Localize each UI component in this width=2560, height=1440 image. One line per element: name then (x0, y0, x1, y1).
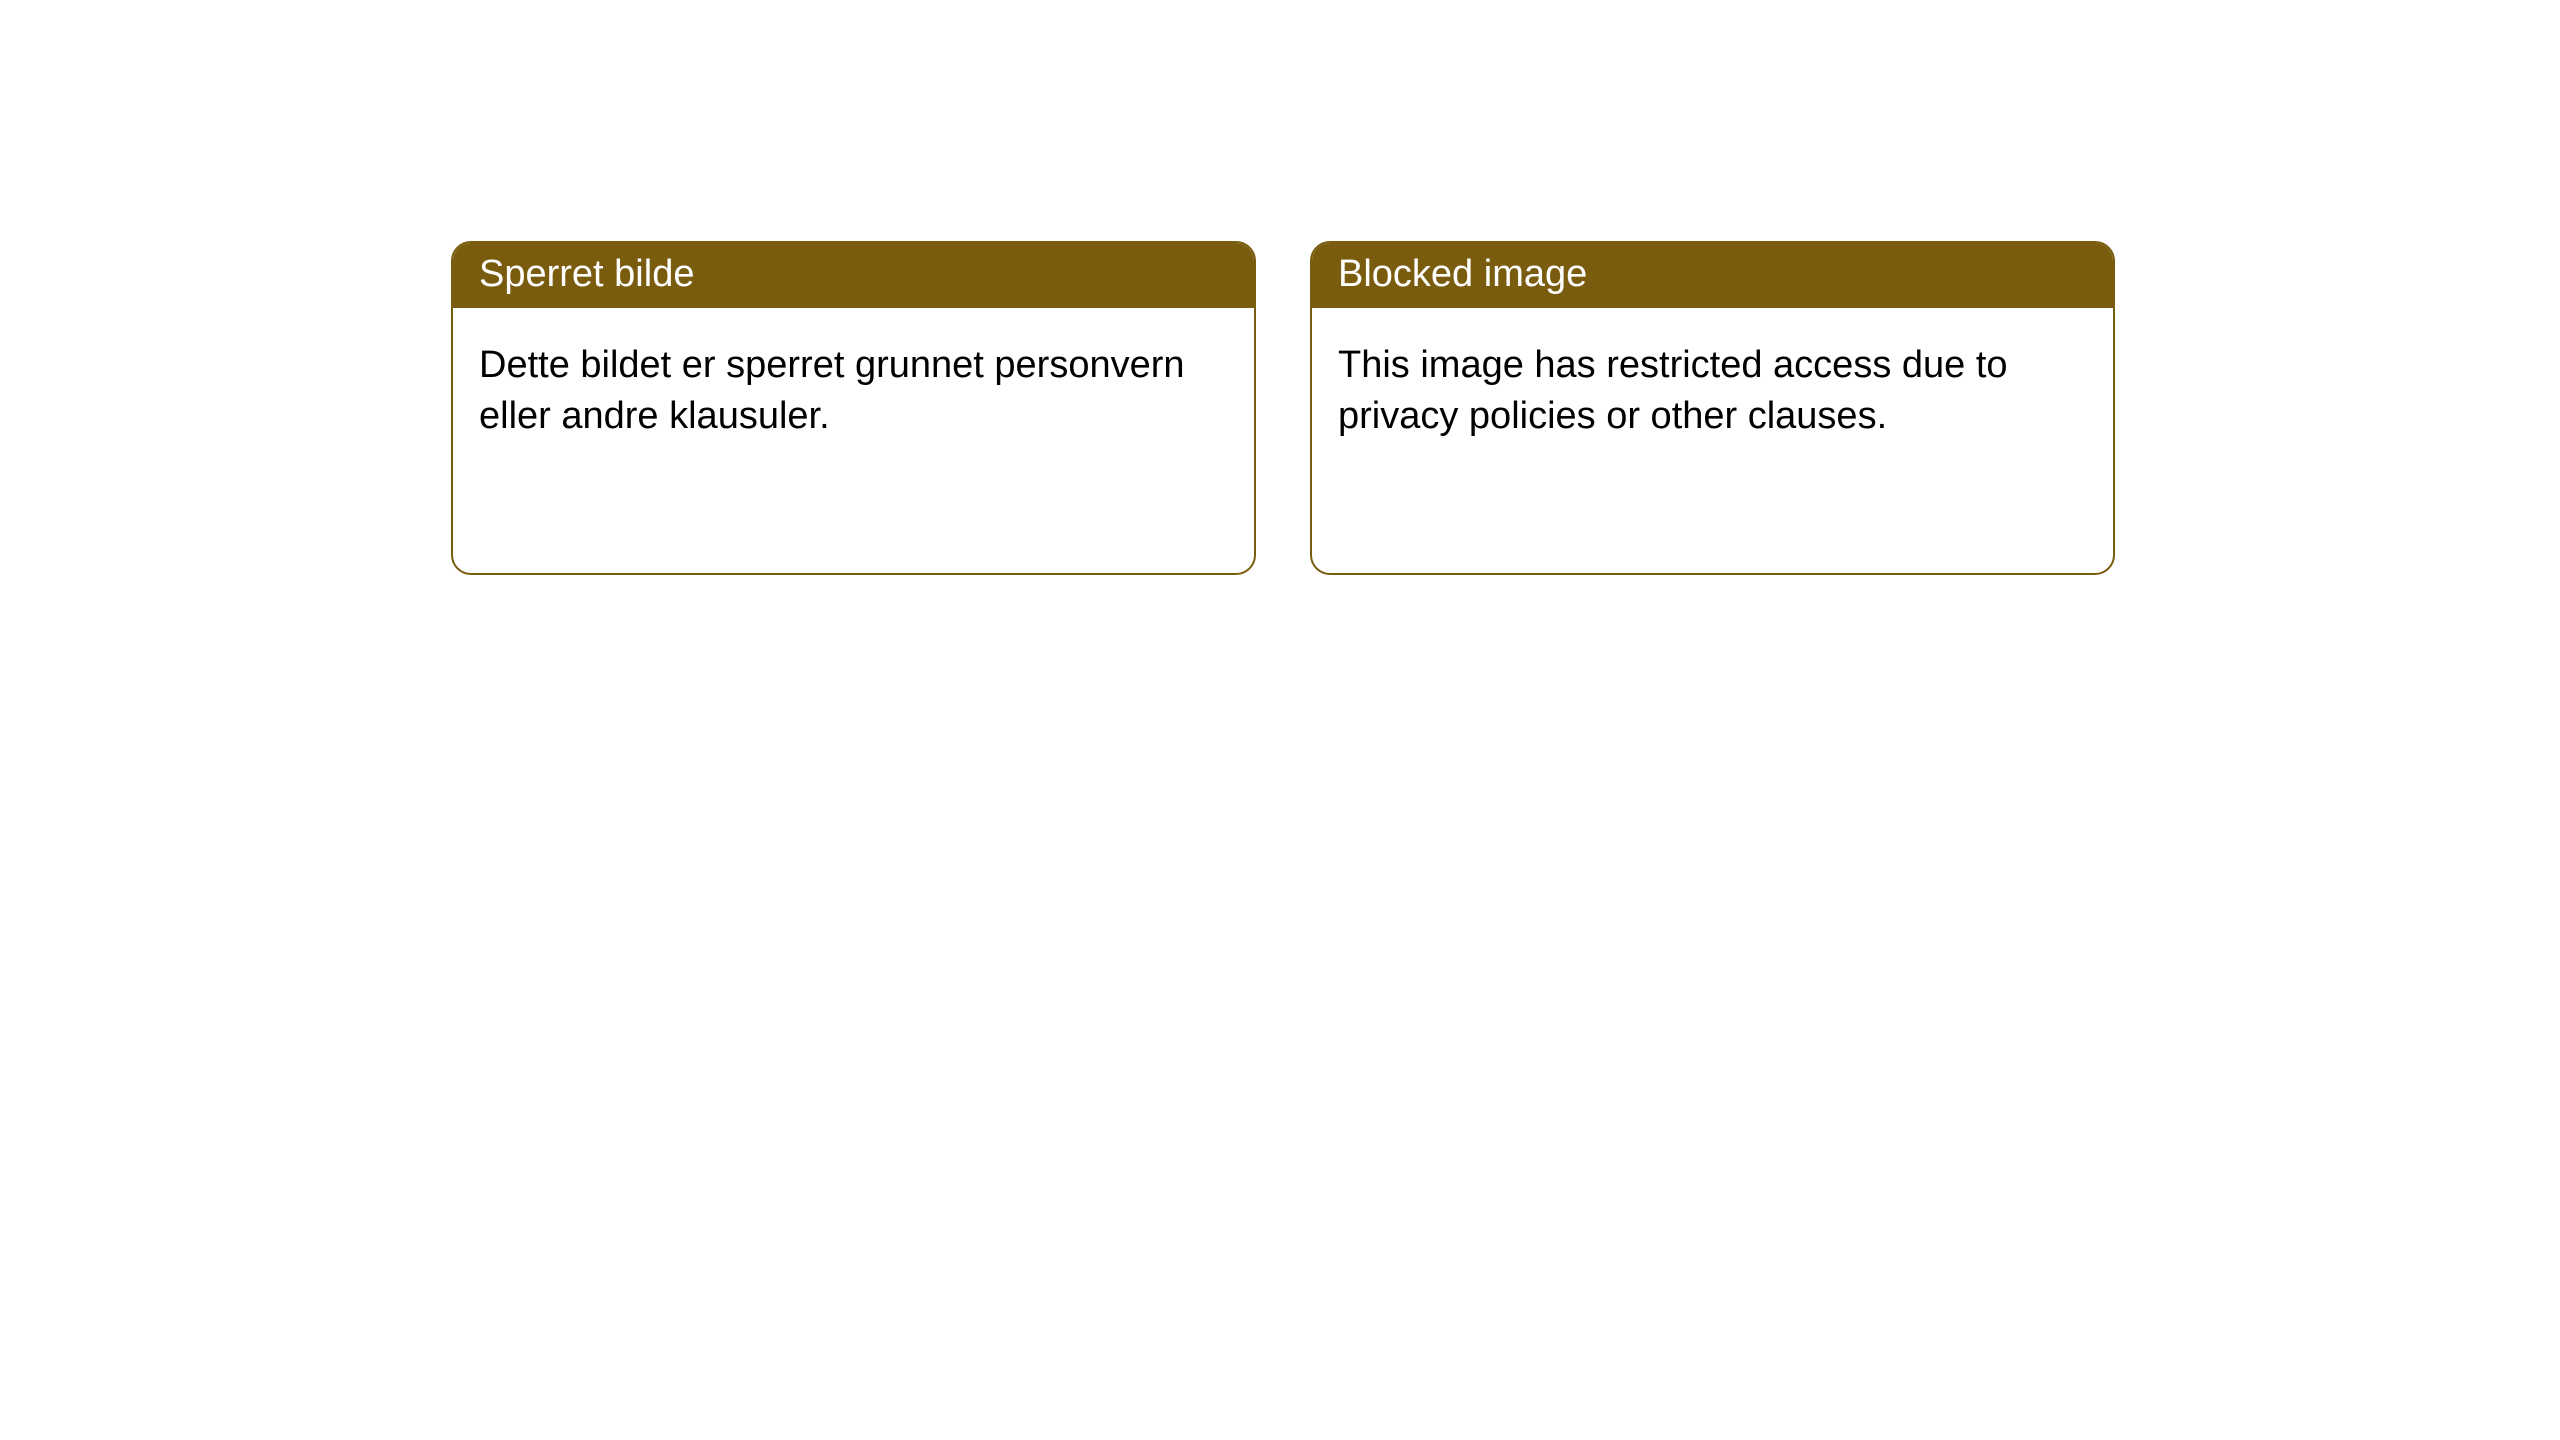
notice-card-english: Blocked image This image has restricted … (1310, 241, 2115, 575)
notice-container: Sperret bilde Dette bildet er sperret gr… (0, 0, 2560, 575)
notice-card-title: Sperret bilde (479, 253, 694, 295)
notice-card-header: Sperret bilde (453, 243, 1254, 308)
notice-card-header: Blocked image (1312, 243, 2113, 308)
notice-card-body-text: This image has restricted access due to … (1338, 344, 2008, 437)
notice-card-body: This image has restricted access due to … (1312, 308, 2113, 475)
notice-card-body-text: Dette bildet er sperret grunnet personve… (479, 344, 1185, 437)
notice-card-title: Blocked image (1338, 253, 1587, 295)
notice-card-body: Dette bildet er sperret grunnet personve… (453, 308, 1254, 475)
notice-card-norwegian: Sperret bilde Dette bildet er sperret gr… (451, 241, 1256, 575)
